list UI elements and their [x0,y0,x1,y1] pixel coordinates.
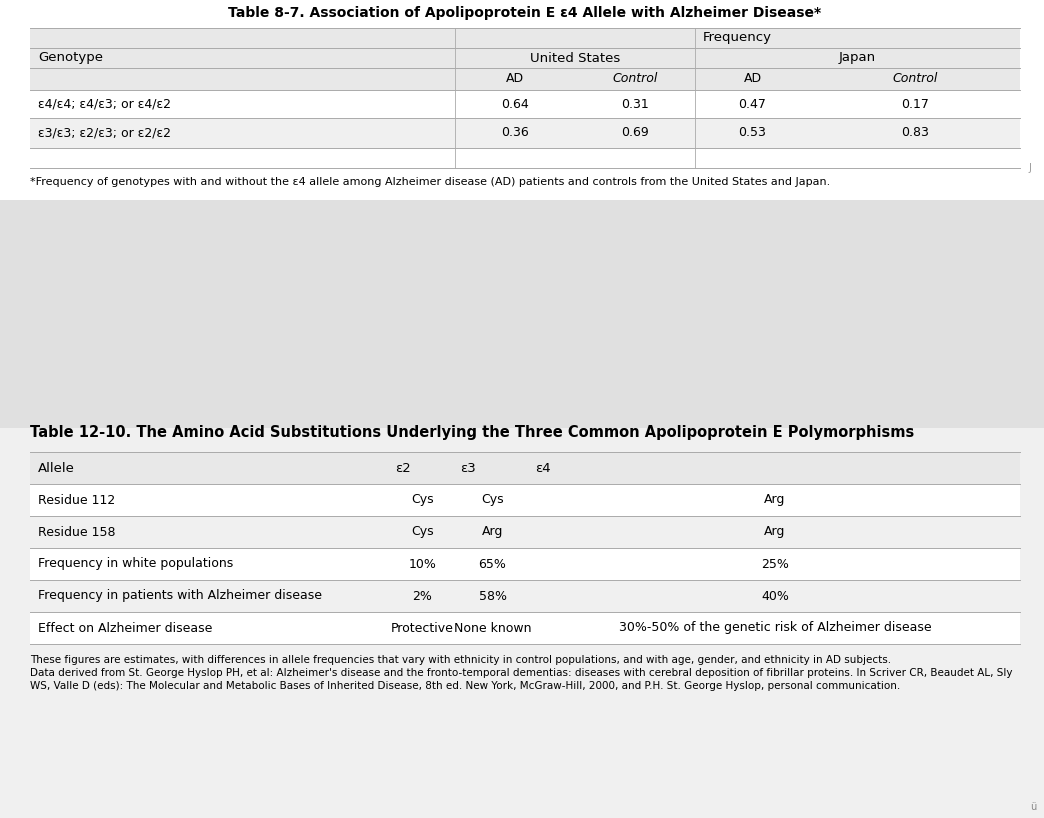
Text: Arg: Arg [764,525,786,538]
Bar [30,48,1020,68]
Text: Control: Control [893,73,938,86]
Text: ü: ü [1029,802,1036,812]
Text: Frequency in patients with Alzheimer disease: Frequency in patients with Alzheimer dis… [38,590,322,603]
Bar [30,68,1020,90]
Text: Table 8-7. Association of Apolipoprotein E ε4 Allele with Alzheimer Disease*: Table 8-7. Association of Apolipoprotein… [229,6,822,20]
Text: 0.17: 0.17 [901,97,929,110]
Text: 0.53: 0.53 [738,127,766,140]
Bar [0,200,1044,428]
Text: Japan: Japan [839,52,876,65]
Bar [30,148,1020,168]
Bar [30,516,1020,548]
Text: 0.69: 0.69 [621,127,649,140]
Text: Frequency: Frequency [703,32,772,44]
Text: None known: None known [454,622,531,635]
Text: 65%: 65% [478,558,506,570]
Text: ε3: ε3 [460,461,476,474]
Text: These figures are estimates, with differences in allele frequencies that vary wi: These figures are estimates, with differ… [30,655,892,665]
Bar [30,612,1020,644]
Bar [0,0,1044,200]
Text: 0.64: 0.64 [501,97,529,110]
Text: *Frequency of genotypes with and without the ε4 allele among Alzheimer disease (: *Frequency of genotypes with and without… [30,177,830,187]
Bar [30,90,1020,118]
Text: J: J [1028,163,1030,173]
Text: 40%: 40% [761,590,789,603]
Text: Effect on Alzheimer disease: Effect on Alzheimer disease [38,622,212,635]
Text: 2%: 2% [412,590,432,603]
Text: 0.47: 0.47 [738,97,766,110]
Text: 25%: 25% [761,558,789,570]
Text: United States: United States [530,52,620,65]
Bar [30,118,1020,148]
Text: Cys: Cys [411,525,434,538]
Text: Arg: Arg [482,525,503,538]
Text: 30%-50% of the genetic risk of Alzheimer disease: 30%-50% of the genetic risk of Alzheimer… [619,622,931,635]
Text: 0.83: 0.83 [901,127,929,140]
Bar [30,548,1020,580]
Text: ε3/ε3; ε2/ε3; or ε2/ε2: ε3/ε3; ε2/ε3; or ε2/ε2 [38,127,171,140]
Text: Data derived from St. George Hyslop PH, et al: Alzheimer's disease and the front: Data derived from St. George Hyslop PH, … [30,668,1013,678]
Bar [0,428,1044,818]
Text: 0.36: 0.36 [501,127,529,140]
Text: Arg: Arg [764,493,786,506]
Text: Frequency in white populations: Frequency in white populations [38,558,233,570]
Bar [30,484,1020,516]
Text: AD: AD [743,73,761,86]
Text: 58%: 58% [478,590,506,603]
Text: Protective: Protective [392,622,454,635]
Text: WS, Valle D (eds): The Molecular and Metabolic Bases of Inherited Disease, 8th e: WS, Valle D (eds): The Molecular and Met… [30,681,900,691]
Bar [30,452,1020,484]
Text: Table 12-10. The Amino Acid Substitutions Underlying the Three Common Apolipopro: Table 12-10. The Amino Acid Substitution… [30,425,915,441]
Text: Allele: Allele [38,461,75,474]
Bar [30,28,1020,48]
Text: 0.31: 0.31 [621,97,649,110]
Text: Control: Control [613,73,658,86]
Text: ε4/ε4; ε4/ε3; or ε4/ε2: ε4/ε4; ε4/ε3; or ε4/ε2 [38,97,171,110]
Bar [30,580,1020,612]
Text: 10%: 10% [408,558,436,570]
Text: Cys: Cys [411,493,434,506]
Text: Genotype: Genotype [38,52,103,65]
Text: ε4: ε4 [535,461,550,474]
Text: AD: AD [506,73,524,86]
Text: ε2: ε2 [395,461,410,474]
Text: Cys: Cys [481,493,504,506]
Text: Residue 112: Residue 112 [38,493,115,506]
Text: Residue 158: Residue 158 [38,525,116,538]
